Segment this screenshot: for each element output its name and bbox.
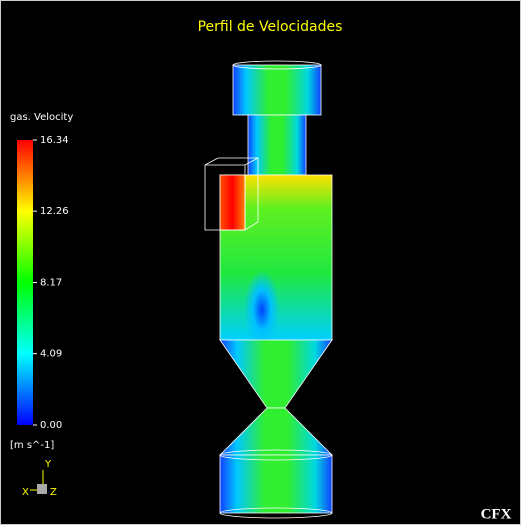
core	[244, 270, 280, 350]
top-cylinder	[233, 65, 321, 115]
triad-label: Z	[50, 487, 57, 498]
triad-cube	[37, 484, 47, 494]
bottom-cylinder	[220, 455, 332, 513]
inlet	[220, 175, 245, 230]
vortex-finder	[248, 115, 306, 175]
logo: CFX	[481, 506, 512, 522]
colorbar-label: 12.26	[40, 206, 69, 217]
legend-unit: [m s^-1]	[10, 440, 54, 451]
colorbar-label: 16.34	[40, 135, 69, 146]
title: Perfil de Velocidades	[198, 19, 343, 35]
legend-title: gas. Velocity	[10, 112, 73, 123]
triad-label: Y	[44, 459, 52, 470]
colorbar-label: 8.17	[40, 278, 62, 289]
viewport: Perfil de Velocidades gas. Velocity [m s…	[0, 0, 521, 525]
colorbar-label: 0.00	[40, 420, 62, 431]
colorbar	[17, 140, 33, 425]
colorbar-label: 4.09	[40, 349, 62, 360]
triad-label: X	[22, 487, 29, 498]
